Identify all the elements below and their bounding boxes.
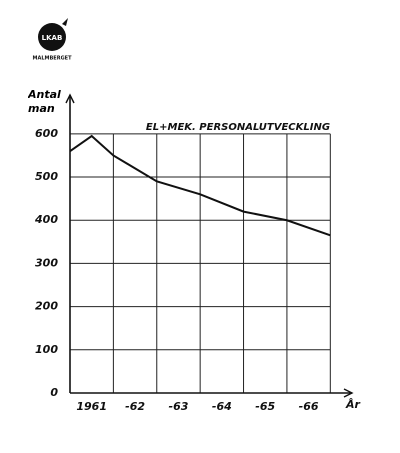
y-label-box: Antal man [28, 88, 61, 115]
y-axis-arrow [65, 93, 75, 104]
x-axis-label: År [345, 398, 361, 411]
x-tick-label: -66 [299, 400, 319, 413]
logo: LKAB MALMBERGET [32, 18, 72, 62]
logo-arrow [62, 18, 68, 26]
y-tick-label: 0 [50, 386, 58, 399]
logo-place: MALMBERGET [32, 56, 72, 62]
logo-name: LKAB [42, 34, 63, 42]
data-line [69, 134, 331, 237]
x-tick-label: -63 [169, 400, 189, 413]
y-tick-label: 500 [35, 170, 58, 183]
y-tick-label: 100 [35, 343, 58, 356]
x-tick-label: -64 [212, 400, 232, 413]
y-tick-label: 600 [35, 127, 58, 140]
y-tick-label: 200 [35, 300, 58, 313]
y-axis-label: Antal man [28, 88, 61, 115]
logo-badge [38, 23, 66, 51]
x-tick-label: -62 [125, 400, 145, 413]
y-tick-label: 400 [34, 213, 58, 226]
chart-title: EL+MEK. PERSONALUTVECKLING [146, 122, 330, 133]
x-tick-label: -65 [255, 400, 275, 413]
y-tick-label: 300 [35, 256, 58, 269]
x-tick-label: 1961 [76, 400, 107, 413]
x-axis-arrow [343, 388, 354, 398]
